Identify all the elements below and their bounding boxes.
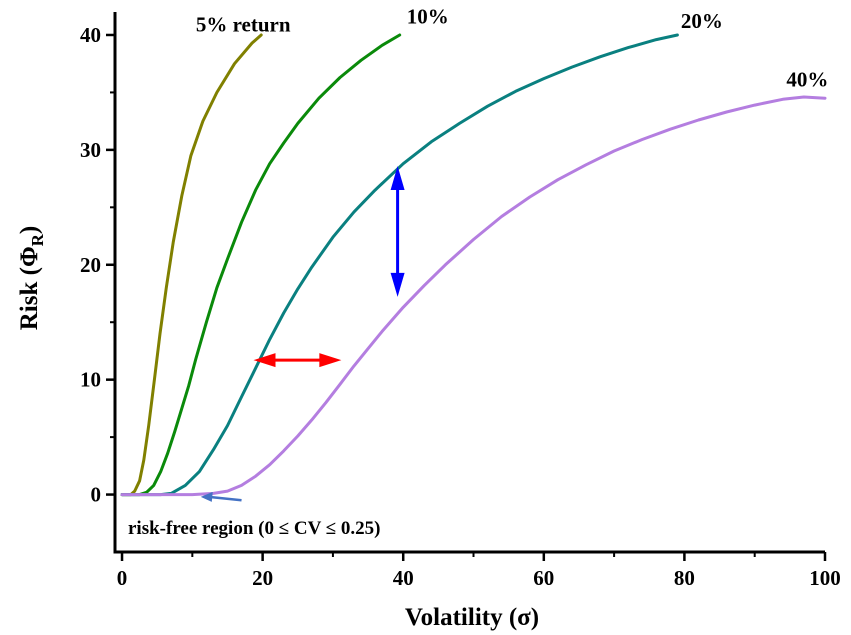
series-label: 5% return <box>196 13 291 37</box>
x-tick-label: 60 <box>533 566 554 590</box>
y-tick-label: 30 <box>80 138 101 162</box>
horizontal-arrow-right-head <box>319 353 342 368</box>
series-label: 20% <box>681 9 723 33</box>
tick-labels: 0 20 40 60 80 100 0 10 20 30 40 <box>80 23 841 590</box>
axes <box>106 12 827 561</box>
y-axis-title-subscript: R <box>28 233 47 246</box>
y-axis-title-close: ) <box>16 226 43 234</box>
risk-free-arrow-head <box>200 491 213 502</box>
series-line <box>120 33 679 497</box>
series-label: 10% <box>407 4 449 28</box>
vertical-arrow-bottom-head <box>390 272 405 297</box>
series-labels: 5% return 10% 20% 40% <box>196 4 828 91</box>
horizontal-arrow-left-head <box>253 353 276 368</box>
y-axis-title-main: Risk (Φ <box>16 246 43 330</box>
x-tick-label: 20 <box>252 566 273 590</box>
risk-free-arrow-shaft <box>208 495 242 502</box>
vertical-arrow-top-head <box>390 165 405 190</box>
x-tick-label: 0 <box>117 566 128 590</box>
y-tick-label: 20 <box>80 253 101 277</box>
x-axis-title: Volatility (σ) <box>405 604 539 631</box>
x-tick-label: 40 <box>393 566 414 590</box>
series-line <box>120 33 402 497</box>
y-tick-label: 0 <box>91 483 102 507</box>
series-line <box>120 33 263 497</box>
x-tick-label: 80 <box>674 566 695 590</box>
annotation-arrows <box>200 165 405 502</box>
x-tick-label: 100 <box>809 566 841 590</box>
y-tick-label: 40 <box>80 23 101 47</box>
series-lines <box>120 33 827 497</box>
series-line <box>120 95 827 497</box>
risk-free-annotation: risk-free region (0 ≤ CV ≤ 0.25) <box>128 518 381 539</box>
y-axis-title: Risk (ΦR) <box>16 226 47 331</box>
series-label: 40% <box>786 68 828 92</box>
y-tick-label: 10 <box>80 368 101 392</box>
